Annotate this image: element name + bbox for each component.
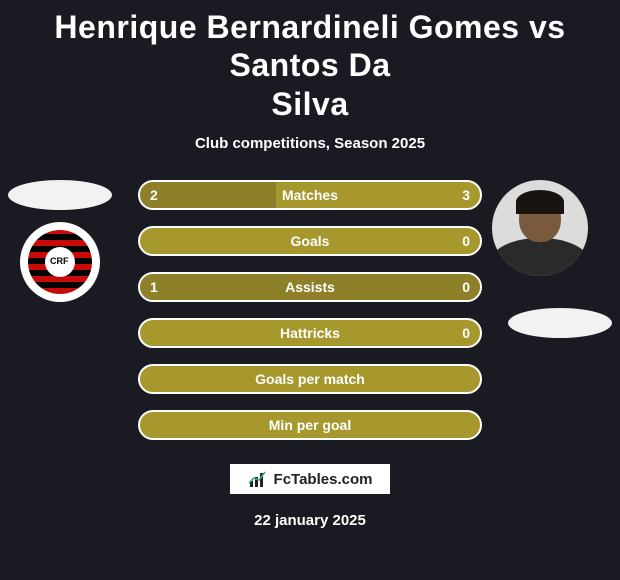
stat-bar: 1 Assists 0 bbox=[138, 272, 482, 302]
stat-label: Hattricks bbox=[280, 325, 340, 341]
stat-label: Assists bbox=[285, 279, 335, 295]
avatar-shoulders-icon bbox=[492, 238, 588, 276]
stat-right-value: 0 bbox=[462, 233, 470, 249]
stat-label: Goals per match bbox=[255, 371, 365, 387]
stat-left-value: 1 bbox=[150, 279, 158, 295]
stat-label: Min per goal bbox=[269, 417, 351, 433]
stat-right-value: 3 bbox=[462, 187, 470, 203]
stat-bar: Goals 0 bbox=[138, 226, 482, 256]
footer-logo-text: FcTables.com bbox=[274, 471, 373, 488]
stat-bars: 2Matches3Goals01Assists0Hattricks0Goals … bbox=[138, 180, 482, 440]
stat-left-value: 2 bbox=[150, 187, 158, 203]
footer-date: 22 january 2025 bbox=[0, 512, 620, 529]
comparison-panel: CRF 2Matches3Goals01Assists0Hattricks0Go… bbox=[0, 180, 620, 440]
stat-bar: Hattricks 0 bbox=[138, 318, 482, 348]
page-title: Henrique Bernardineli Gomes vs Santos Da… bbox=[0, 0, 620, 129]
bar-chart-icon bbox=[248, 469, 268, 489]
stat-right-value: 0 bbox=[462, 325, 470, 341]
right-ellipse-badge-placeholder bbox=[508, 308, 612, 338]
flamengo-crest-icon: CRF bbox=[28, 230, 92, 294]
subtitle: Club competitions, Season 2025 bbox=[0, 135, 620, 152]
right-player-avatar bbox=[492, 180, 588, 276]
stat-label: Matches bbox=[282, 187, 338, 203]
stat-bar-fill bbox=[140, 182, 276, 208]
fctables-logo: FcTables.com bbox=[230, 464, 390, 494]
stat-bar: 2 Matches 3 bbox=[138, 180, 482, 210]
avatar-hair-icon bbox=[516, 190, 564, 214]
crest-center-icon: CRF bbox=[45, 247, 75, 277]
left-ellipse-photo-placeholder bbox=[8, 180, 112, 210]
stat-bar: Goals per match bbox=[138, 364, 482, 394]
stat-label: Goals bbox=[291, 233, 330, 249]
stat-bar: Min per goal bbox=[138, 410, 482, 440]
title-line-2: Silva bbox=[271, 86, 348, 122]
crest-letters: CRF bbox=[50, 256, 69, 266]
stat-right-value: 0 bbox=[462, 279, 470, 295]
left-club-badge: CRF bbox=[20, 222, 100, 302]
title-line-1: Henrique Bernardineli Gomes vs Santos Da bbox=[54, 9, 565, 83]
